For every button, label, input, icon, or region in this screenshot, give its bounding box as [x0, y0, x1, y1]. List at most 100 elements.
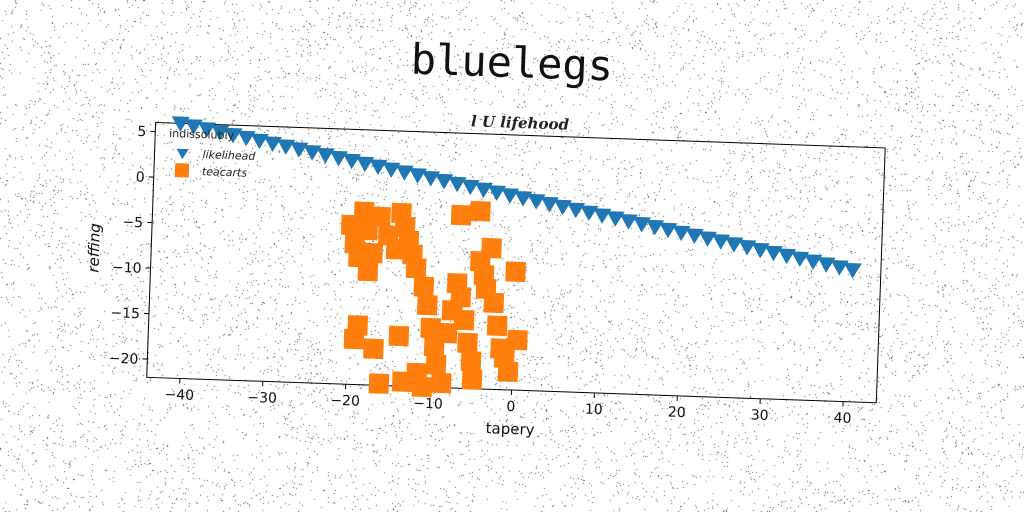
triangle-marker	[764, 245, 783, 262]
triangle-marker	[646, 219, 665, 236]
triangle-marker	[817, 257, 836, 273]
legend-title: indissolubly	[169, 127, 235, 142]
square-marker	[450, 286, 472, 308]
square-marker	[486, 315, 508, 337]
square-marker	[505, 261, 526, 283]
triangle-marker	[712, 234, 731, 250]
triangle-marker	[264, 136, 282, 152]
triangle-marker	[633, 216, 652, 233]
triangle-marker	[791, 251, 810, 267]
triangle-marker	[540, 196, 559, 213]
square-marker	[461, 369, 483, 390]
legend: indissolubly likelihead teacarts	[169, 127, 257, 180]
triangle-marker	[593, 208, 612, 224]
y-tick-label: 5	[137, 124, 146, 140]
triangle-marker	[250, 133, 269, 150]
marks-group	[171, 116, 862, 398]
square-marker	[420, 317, 442, 339]
triangle-marker	[356, 156, 375, 173]
square-marker	[405, 257, 427, 279]
triangle-marker	[329, 150, 348, 167]
triangle-marker	[461, 179, 480, 196]
square-marker	[460, 350, 482, 372]
y-tick-label: 0	[135, 169, 144, 185]
square-marker	[363, 338, 384, 360]
triangle-marker	[514, 191, 533, 207]
triangle-marker	[725, 237, 744, 253]
square-marker	[457, 332, 478, 354]
y-axis-label: reffing	[84, 223, 104, 273]
square-marker	[450, 204, 472, 226]
x-tick-label: −40	[164, 387, 194, 404]
triangle-marker	[369, 159, 388, 175]
triangle-marker	[501, 188, 520, 204]
square-marker	[507, 329, 528, 351]
triangle-marker	[382, 162, 401, 178]
triangle-marker	[698, 231, 717, 247]
triangle-marker	[659, 222, 678, 239]
square-marker	[483, 292, 505, 314]
triangle-marker	[778, 248, 797, 265]
x-tick-label: 30	[750, 407, 768, 424]
triangle-marker	[237, 130, 256, 147]
triangle-marker	[198, 122, 217, 138]
triangle-marker	[435, 173, 454, 190]
triangle-marker	[830, 260, 849, 276]
triangle-marker	[580, 205, 599, 221]
square-marker	[497, 361, 519, 383]
square-marker	[174, 163, 190, 178]
square-marker	[430, 372, 452, 394]
square-marker	[416, 294, 438, 316]
square-marker	[347, 315, 369, 336]
x-tick-label: −30	[247, 390, 277, 407]
square-marker	[353, 201, 375, 223]
triangle-marker	[619, 214, 638, 230]
y-tick-label: −10	[112, 260, 142, 277]
triangle-marker	[184, 119, 203, 135]
triangle-marker	[303, 145, 322, 161]
y-tick-label: −15	[110, 305, 140, 322]
triangle-marker	[422, 170, 441, 187]
triangle-marker	[448, 176, 467, 193]
triangle-marker	[474, 182, 493, 198]
square-marker	[362, 242, 384, 264]
triangle-marker	[606, 211, 625, 227]
triangle-marker	[843, 262, 862, 279]
square-marker	[425, 354, 447, 375]
square-marker	[453, 309, 475, 331]
y-tick-label: −20	[109, 351, 139, 368]
x-tick-label: 20	[668, 405, 686, 422]
square-marker	[388, 325, 410, 347]
triangle-marker	[343, 153, 362, 170]
triangle-marker	[488, 185, 507, 201]
x-axis-label: tapery	[485, 419, 535, 439]
triangle-marker	[277, 139, 296, 155]
triangle-marker	[751, 242, 770, 259]
triangle-marker	[224, 127, 243, 144]
square-marker	[413, 276, 435, 298]
x-tick-label: −10	[413, 396, 443, 413]
triangle-marker	[553, 199, 572, 216]
triangle-marker	[408, 168, 427, 184]
square-marker	[411, 376, 433, 398]
triangle-marker	[211, 124, 230, 141]
square-marker	[470, 200, 491, 222]
triangle-marker	[804, 254, 823, 270]
triangle-marker	[685, 228, 704, 244]
square-marker	[368, 373, 390, 394]
triangle-marker	[176, 148, 189, 160]
legend-items: likelihead teacarts	[174, 148, 257, 180]
triangle-marker	[395, 165, 414, 181]
legend-entry-label: teacarts	[202, 165, 248, 180]
x-tick-label: 0	[506, 399, 515, 415]
square-marker	[370, 206, 391, 228]
x-tick-label: 10	[585, 402, 603, 419]
x-tick-label: −20	[330, 393, 360, 410]
triangle-marker	[567, 202, 586, 219]
square-marker	[436, 322, 458, 344]
triangle-marker	[527, 193, 546, 210]
